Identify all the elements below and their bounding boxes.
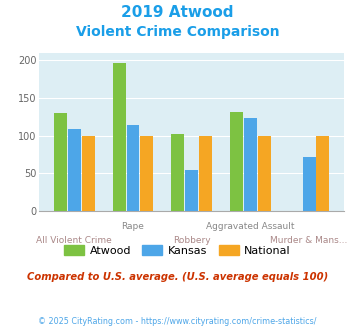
Bar xyxy=(199,136,212,211)
Text: Murder & Mans...: Murder & Mans... xyxy=(271,236,348,245)
Bar xyxy=(244,118,257,211)
Bar xyxy=(303,157,316,211)
Bar xyxy=(113,63,126,211)
Bar xyxy=(316,136,329,211)
Text: © 2025 CityRating.com - https://www.cityrating.com/crime-statistics/: © 2025 CityRating.com - https://www.city… xyxy=(38,317,317,326)
Bar xyxy=(54,113,67,211)
Bar xyxy=(185,171,198,211)
Text: Compared to U.S. average. (U.S. average equals 100): Compared to U.S. average. (U.S. average … xyxy=(27,272,328,282)
Bar xyxy=(230,113,243,211)
Text: Robbery: Robbery xyxy=(173,236,211,245)
Bar xyxy=(82,136,94,211)
Bar xyxy=(68,129,81,211)
Bar xyxy=(140,136,153,211)
Text: Violent Crime Comparison: Violent Crime Comparison xyxy=(76,25,279,39)
Bar xyxy=(258,136,271,211)
Text: Aggravated Assault: Aggravated Assault xyxy=(206,222,295,231)
Text: Rape: Rape xyxy=(121,222,144,231)
Legend: Atwood, Kansas, National: Atwood, Kansas, National xyxy=(60,241,295,260)
Bar xyxy=(171,134,184,211)
Text: All Violent Crime: All Violent Crime xyxy=(37,236,112,245)
Text: 2019 Atwood: 2019 Atwood xyxy=(121,5,234,20)
Bar xyxy=(126,125,140,211)
